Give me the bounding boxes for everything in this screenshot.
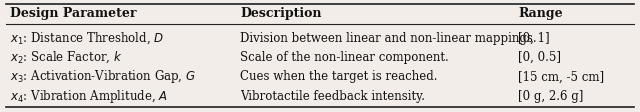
Text: $x_3$: Activation-Vibration Gap, $G$: $x_3$: Activation-Vibration Gap, $G$ (10, 68, 196, 85)
Text: $x_1$: Distance Threshold, $D$: $x_1$: Distance Threshold, $D$ (10, 30, 164, 46)
Text: Division between linear and non-linear mappings.: Division between linear and non-linear m… (240, 32, 536, 45)
Text: $x_2$: Scale Factor, $k$: $x_2$: Scale Factor, $k$ (10, 50, 122, 65)
Text: [0, 1]: [0, 1] (518, 32, 550, 45)
Text: [0, 0.5]: [0, 0.5] (518, 51, 561, 64)
Text: $x_4$: Vibration Amplitude, $A$: $x_4$: Vibration Amplitude, $A$ (10, 87, 168, 104)
Text: [15 cm, -5 cm]: [15 cm, -5 cm] (518, 70, 605, 83)
Text: Design Parameter: Design Parameter (10, 7, 136, 20)
Text: Vibrotactile feedback intensity.: Vibrotactile feedback intensity. (240, 89, 425, 102)
Text: Cues when the target is reached.: Cues when the target is reached. (240, 70, 438, 83)
Text: Range: Range (518, 7, 563, 20)
Text: Description: Description (240, 7, 321, 20)
Text: [0 g, 2.6 g]: [0 g, 2.6 g] (518, 89, 584, 102)
Text: Scale of the non-linear component.: Scale of the non-linear component. (240, 51, 449, 64)
